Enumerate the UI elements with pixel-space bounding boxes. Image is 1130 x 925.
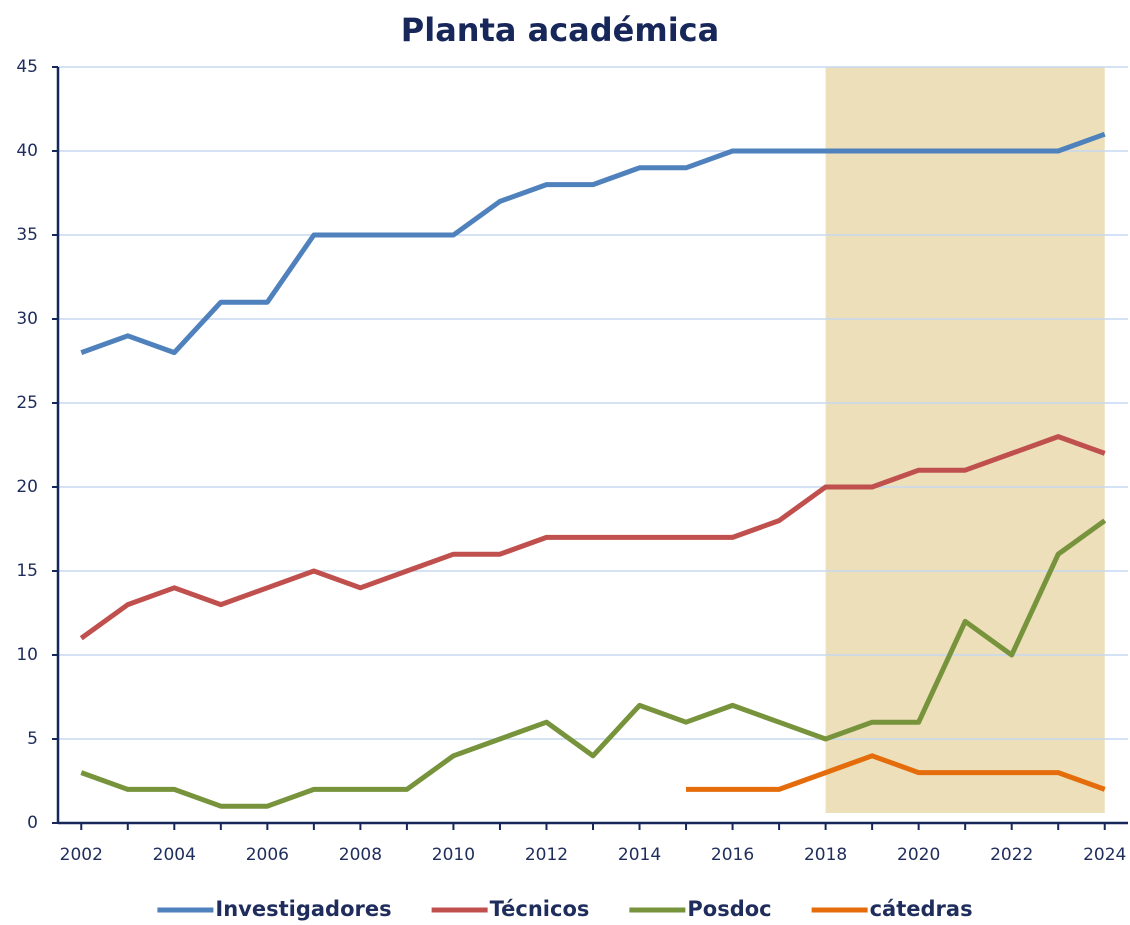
- y-tick-label: 45: [16, 57, 38, 77]
- x-tick-label: 2018: [804, 845, 847, 865]
- series-line: [80, 518, 1107, 809]
- y-tick-label: 10: [16, 645, 38, 665]
- series-line: [686, 753, 1106, 792]
- x-tick-label: 2004: [153, 845, 196, 865]
- legend-label: Investigadores: [215, 897, 391, 921]
- highlight-band: [825, 67, 1105, 813]
- y-tick-label: 40: [16, 141, 38, 161]
- x-tick-label: 2002: [60, 845, 103, 865]
- y-tick-label: 30: [16, 309, 38, 329]
- y-tick-label: 0: [27, 813, 38, 833]
- x-tick-label: 2010: [432, 845, 475, 865]
- y-tick-label: 15: [16, 561, 38, 581]
- x-tick-label: 2012: [525, 845, 568, 865]
- y-tick-label: 20: [16, 477, 38, 497]
- y-tick-label: 25: [16, 393, 38, 413]
- x-tick-label: 2024: [1083, 845, 1126, 865]
- legend-label: Técnicos: [490, 897, 590, 921]
- x-tick-label: 2022: [990, 845, 1033, 865]
- series-line: [80, 131, 1106, 356]
- x-tick-label: 2014: [618, 845, 661, 865]
- x-tick-label: 2016: [711, 845, 754, 865]
- chart-title: Planta académica: [401, 11, 719, 49]
- x-tick-label: 2020: [897, 845, 940, 865]
- x-tick-label: 2006: [246, 845, 289, 865]
- x-tick-label: 2008: [339, 845, 382, 865]
- series-line: [79, 434, 1106, 641]
- legend-label: cátedras: [870, 897, 973, 921]
- y-tick-label: 5: [27, 729, 38, 749]
- legend-label: Posdoc: [687, 897, 771, 921]
- y-tick-label: 35: [16, 225, 38, 245]
